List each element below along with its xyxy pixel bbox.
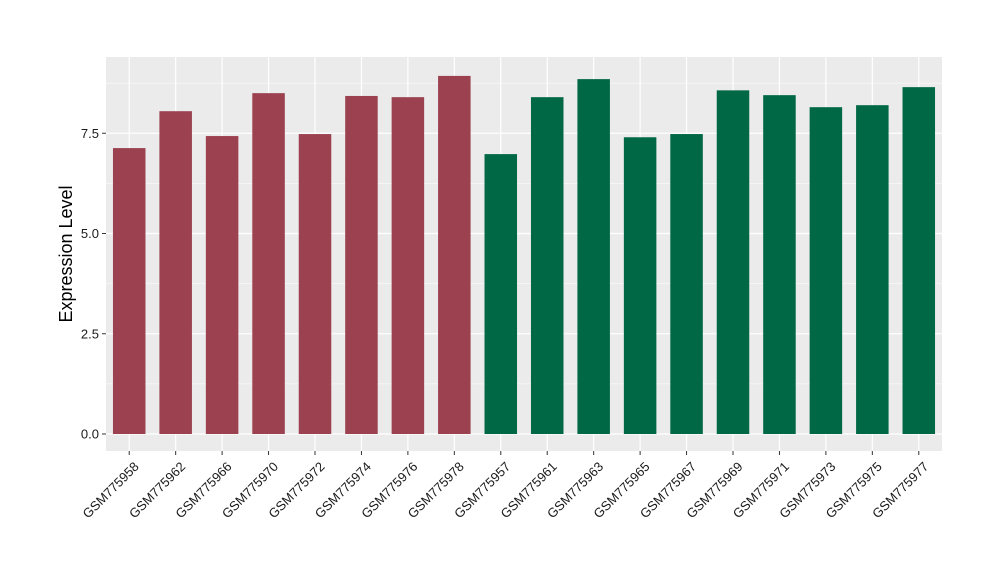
bar-GSM775974 xyxy=(345,95,378,434)
bar-GSM775972 xyxy=(298,134,332,434)
bar-GSM775976 xyxy=(391,97,425,434)
bars xyxy=(112,75,936,435)
bar-GSM775973 xyxy=(809,107,843,434)
bar-GSM775977 xyxy=(902,87,936,434)
bar-GSM775967 xyxy=(670,134,703,434)
bar-GSM775962 xyxy=(159,111,192,434)
bar-GSM775970 xyxy=(252,93,285,435)
y-tick-label: 7.5 xyxy=(81,126,99,141)
y-tick-label: 5.0 xyxy=(81,226,99,241)
y-axis: 0.0 2.5 5.0 7.5 xyxy=(81,126,106,442)
y-tick-label: 2.5 xyxy=(81,326,99,341)
y-axis-title: Expression Level xyxy=(56,185,76,322)
bar-GSM775975 xyxy=(856,105,889,435)
y-tick-label: 0.0 xyxy=(81,427,99,442)
bar-GSM775965 xyxy=(623,137,657,434)
x-axis: GSM775958GSM775962GSM775966GSM775970GSM7… xyxy=(80,451,931,521)
plot-panel xyxy=(106,57,942,451)
bar-GSM775971 xyxy=(763,95,796,434)
bar-GSM775978 xyxy=(438,75,471,435)
bar-GSM775961 xyxy=(530,97,564,434)
bar-GSM775969 xyxy=(716,90,750,434)
bar-GSM775958 xyxy=(112,148,146,434)
bar-GSM775957 xyxy=(484,154,518,435)
bar-GSM775963 xyxy=(577,79,610,435)
bar-GSM775966 xyxy=(205,136,239,434)
